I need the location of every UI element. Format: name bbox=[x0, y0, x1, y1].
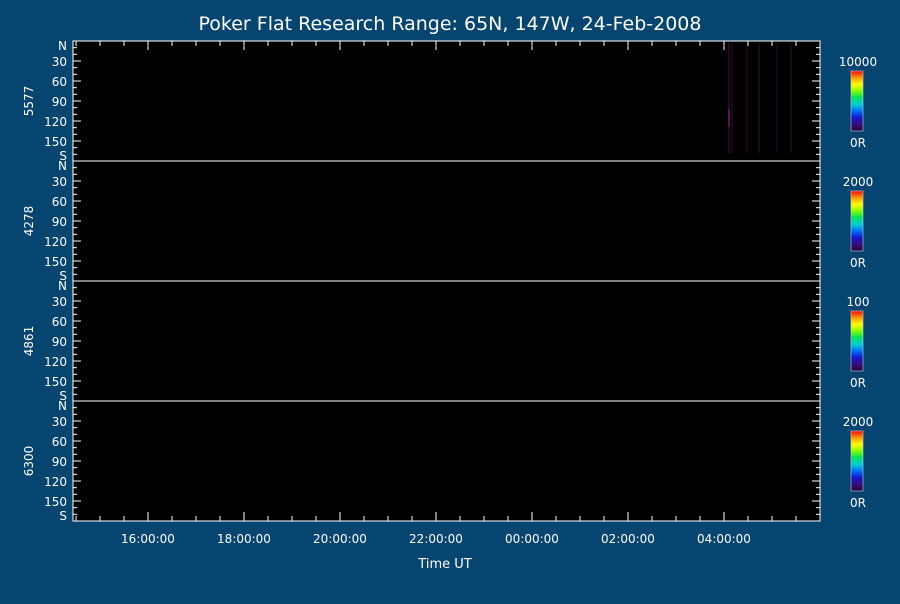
y-tick-label: 60 bbox=[52, 435, 67, 449]
x-tick-label: 20:00:00 bbox=[313, 532, 367, 546]
emission-streak bbox=[728, 109, 730, 127]
y-tick-label: 90 bbox=[52, 95, 67, 109]
y-tick-label: 150 bbox=[44, 255, 67, 269]
y-tick-label: 90 bbox=[52, 215, 67, 229]
y-tick-label: 60 bbox=[52, 315, 67, 329]
emission-streak bbox=[758, 43, 760, 153]
y-tick-label: 60 bbox=[52, 75, 67, 89]
y-tick-label: N bbox=[58, 399, 67, 413]
y-tick-label: 120 bbox=[44, 355, 67, 369]
y-tick-label: 30 bbox=[52, 295, 67, 309]
panel-plot-area bbox=[73, 41, 820, 161]
colorbar bbox=[850, 190, 864, 252]
colorbar-max-label: 2000 bbox=[843, 175, 874, 189]
x-tick-label: 00:00:00 bbox=[505, 532, 559, 546]
y-tick-label: 150 bbox=[44, 375, 67, 389]
panel-wavelength-label: 4278 bbox=[22, 206, 36, 237]
y-tick-label: 30 bbox=[52, 175, 67, 189]
y-tick-label: 150 bbox=[44, 495, 67, 509]
chart-title: Poker Flat Research Range: 65N, 147W, 24… bbox=[199, 13, 702, 35]
colorbar bbox=[850, 70, 864, 132]
panel-wavelength-label: 4861 bbox=[22, 326, 36, 357]
y-tick-label: 90 bbox=[52, 335, 67, 349]
x-tick-label: 18:00:00 bbox=[217, 532, 271, 546]
y-tick-label: 30 bbox=[52, 55, 67, 69]
emission-streak bbox=[731, 43, 733, 153]
y-tick-label: 120 bbox=[44, 235, 67, 249]
emission-streak bbox=[728, 43, 730, 153]
x-tick-label: 22:00:00 bbox=[409, 532, 463, 546]
y-tick-label: 60 bbox=[52, 195, 67, 209]
y-tick-label: 30 bbox=[52, 415, 67, 429]
y-tick-label: N bbox=[58, 279, 67, 293]
x-axis-label: Time UT bbox=[417, 557, 471, 572]
emission-streak bbox=[776, 43, 778, 153]
colorbar-max-label: 100 bbox=[847, 295, 870, 309]
panel-wavelength-label: 5577 bbox=[22, 86, 36, 117]
y-tick-label: S bbox=[59, 389, 67, 403]
colorbar bbox=[850, 310, 864, 372]
x-tick-label: 04:00:00 bbox=[697, 532, 751, 546]
y-tick-label: 150 bbox=[44, 135, 67, 149]
emission-streak bbox=[746, 43, 748, 153]
x-tick-label: 16:00:00 bbox=[121, 532, 175, 546]
x-tick-label: 02:00:00 bbox=[601, 532, 655, 546]
colorbar-min-label: 0R bbox=[850, 136, 866, 150]
colorbar-min-label: 0R bbox=[850, 496, 866, 510]
y-tick-label: N bbox=[58, 159, 67, 173]
panel-plot-area bbox=[73, 281, 820, 401]
colorbar-max-label: 2000 bbox=[843, 415, 874, 429]
panel-plot-area bbox=[73, 161, 820, 281]
colorbar bbox=[850, 430, 864, 492]
colorbar-min-label: 0R bbox=[850, 376, 866, 390]
colorbar-max-label: 10000 bbox=[839, 55, 877, 69]
panel-plot-area bbox=[73, 401, 820, 521]
y-tick-label: S bbox=[59, 509, 67, 523]
emission-streak bbox=[790, 43, 792, 153]
y-tick-label: 90 bbox=[52, 455, 67, 469]
y-tick-label: S bbox=[59, 269, 67, 283]
colorbar-min-label: 0R bbox=[850, 256, 866, 270]
y-tick-label: S bbox=[59, 149, 67, 163]
y-tick-label: N bbox=[58, 39, 67, 53]
y-tick-label: 120 bbox=[44, 115, 67, 129]
panel-wavelength-label: 6300 bbox=[22, 446, 36, 477]
y-tick-label: 120 bbox=[44, 475, 67, 489]
